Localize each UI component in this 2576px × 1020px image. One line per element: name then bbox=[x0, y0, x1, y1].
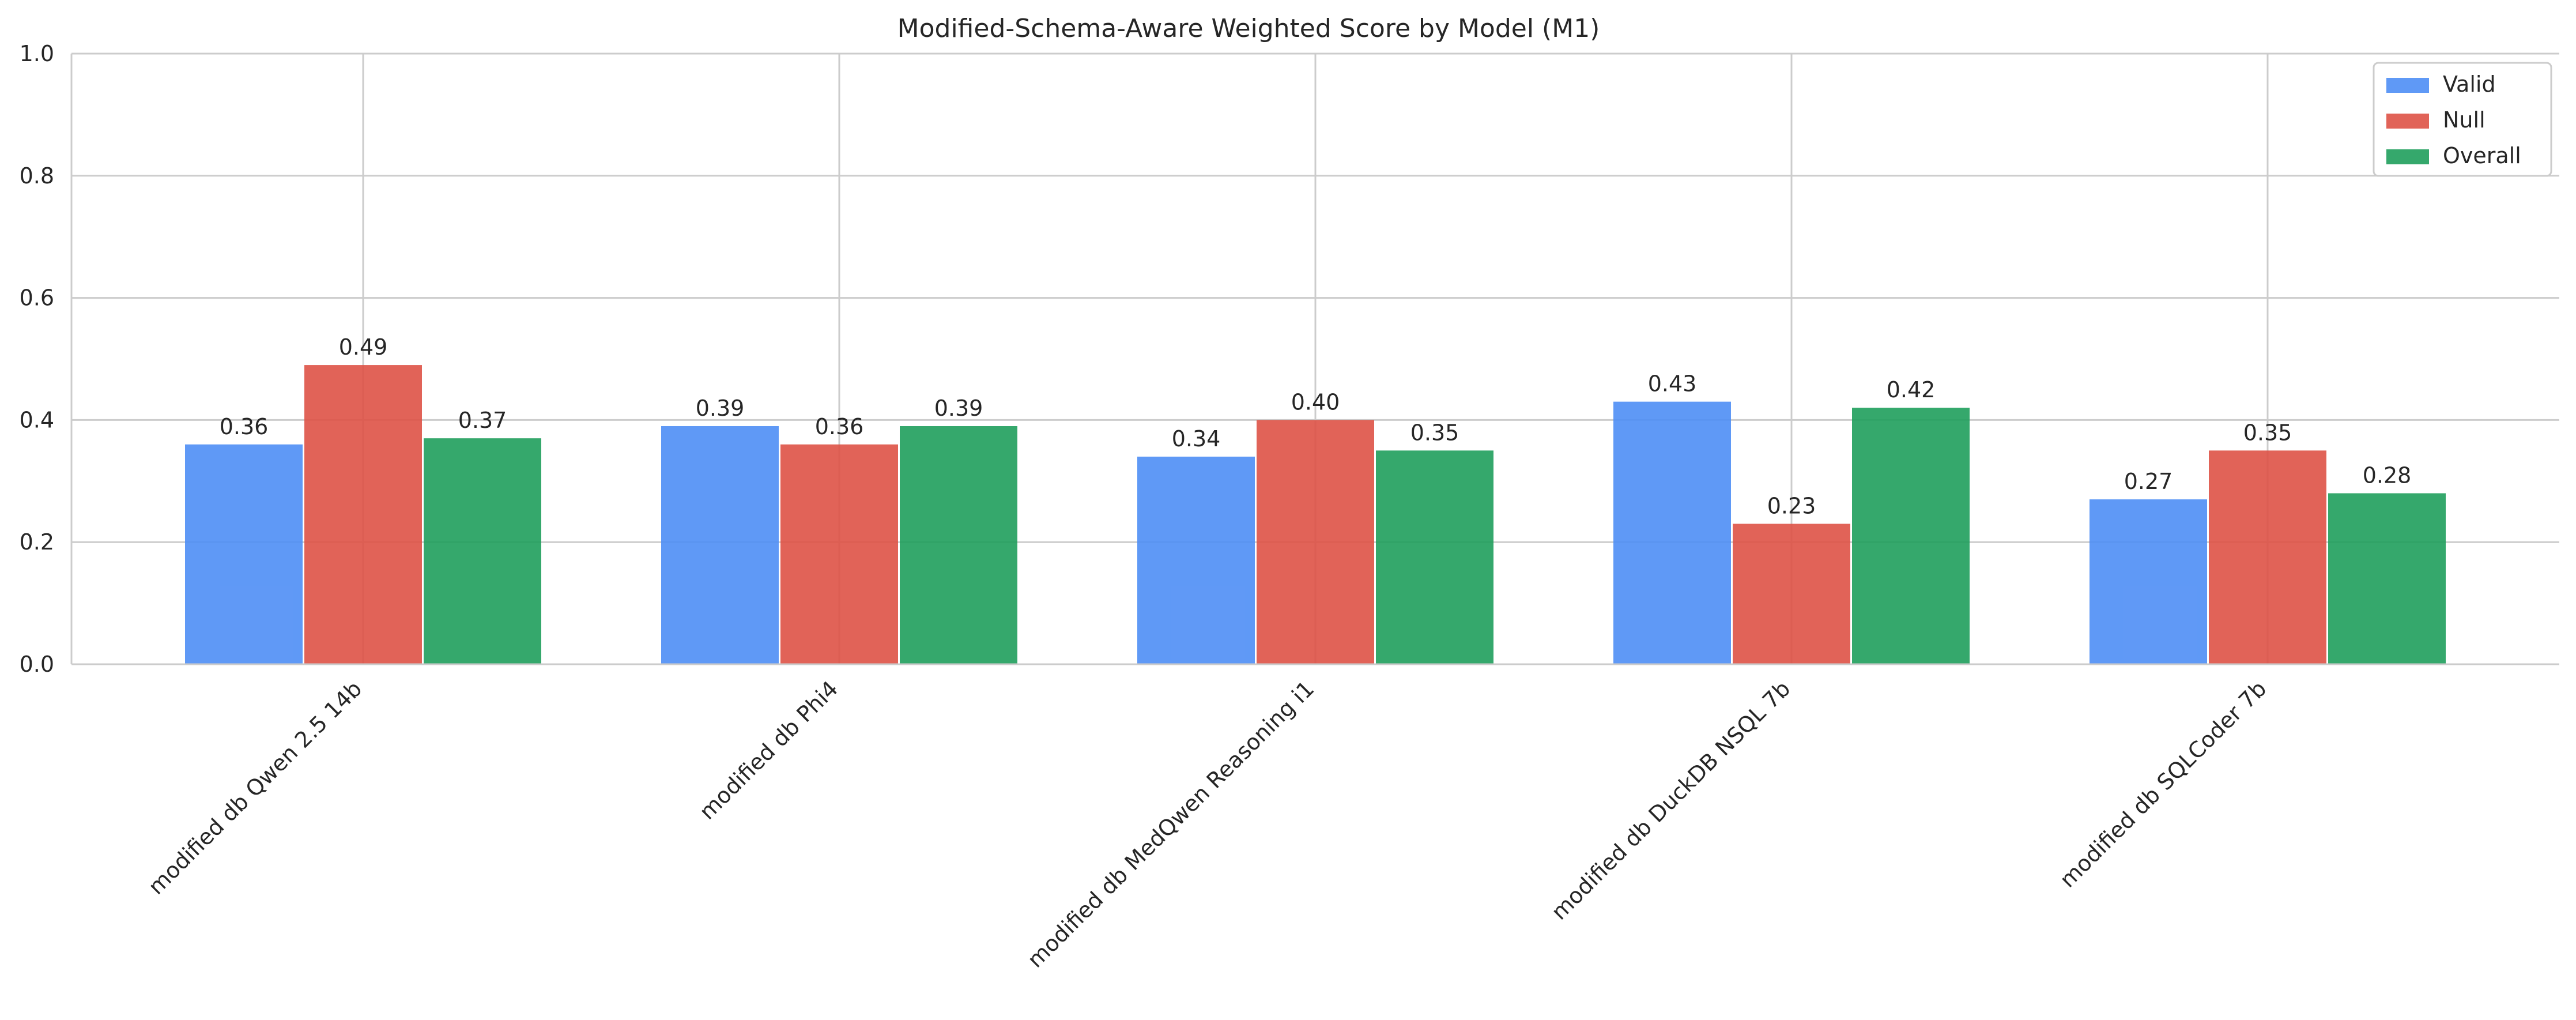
data-label: 0.39 bbox=[934, 396, 983, 421]
legend-label-null: Null bbox=[2443, 107, 2486, 133]
y-tick-label: 1.0 bbox=[20, 41, 54, 66]
x-tick-label: modified db MedQwen Reasoning i1 bbox=[1023, 676, 1319, 973]
bar-overall-4 bbox=[1852, 408, 1970, 664]
bar-overall-2 bbox=[900, 426, 1017, 664]
bar-null-4 bbox=[1733, 524, 1850, 664]
bar-overall-3 bbox=[1376, 450, 1493, 664]
y-tick-label: 0.8 bbox=[20, 163, 54, 189]
legend-swatch-null bbox=[2386, 114, 2429, 129]
bar-valid-1 bbox=[185, 444, 303, 664]
bar-valid-2 bbox=[661, 426, 779, 664]
legend-label-overall: Overall bbox=[2443, 143, 2521, 168]
data-label: 0.23 bbox=[1767, 493, 1816, 518]
data-label: 0.36 bbox=[220, 414, 269, 439]
data-label: 0.35 bbox=[1410, 420, 1459, 445]
data-label: 0.49 bbox=[339, 334, 388, 360]
y-tick-label: 0.0 bbox=[20, 652, 54, 677]
bar-overall-1 bbox=[424, 438, 541, 664]
bar-overall-5 bbox=[2328, 493, 2446, 664]
x-tick-label: modified db DuckDB NSQL 7b bbox=[1547, 676, 1796, 925]
y-tick-label: 0.2 bbox=[20, 529, 54, 555]
data-label: 0.36 bbox=[815, 414, 864, 439]
legend-swatch-overall bbox=[2386, 149, 2429, 164]
data-label: 0.28 bbox=[2363, 462, 2412, 488]
data-labels: 0.36 0.49 0.37 0.39 0.36 0.39 0.34 0.40 0.35 0.43… bbox=[220, 334, 2412, 518]
data-label: 0.35 bbox=[2243, 420, 2292, 445]
x-tick-label: modified db Phi4 bbox=[695, 676, 843, 825]
bars bbox=[185, 365, 2446, 664]
data-label: 0.39 bbox=[696, 396, 745, 421]
bar-null-2 bbox=[780, 444, 898, 664]
x-tick-label: modified db SQLCoder 7b bbox=[2055, 676, 2272, 893]
chart-title: Modified-Schema-Aware Weighted Score by … bbox=[897, 14, 1600, 43]
bar-null-1 bbox=[304, 365, 422, 664]
y-tick-label: 0.6 bbox=[20, 285, 54, 311]
legend: Valid Null Overall bbox=[2373, 62, 2552, 177]
x-tick-label: modified db Qwen 2.5 14b bbox=[144, 676, 367, 899]
data-label: 0.40 bbox=[1291, 389, 1340, 415]
bar-valid-3 bbox=[1137, 456, 1255, 664]
axes bbox=[70, 54, 2559, 665]
data-label: 0.34 bbox=[1172, 426, 1221, 451]
data-label: 0.37 bbox=[458, 408, 507, 433]
legend-swatch-valid bbox=[2386, 78, 2429, 93]
x-axis-ticks: modified db Qwen 2.5 14b modified db Phi4… bbox=[144, 676, 2272, 973]
y-tick-label: 0.4 bbox=[20, 407, 54, 432]
y-axis-ticks: 0.0 0.2 0.4 0.6 0.8 1.0 bbox=[20, 41, 54, 677]
bar-valid-4 bbox=[1613, 401, 1731, 664]
legend-label-valid: Valid bbox=[2443, 71, 2496, 97]
bar-null-3 bbox=[1257, 420, 1374, 664]
data-label: 0.43 bbox=[1648, 371, 1697, 397]
bar-null-5 bbox=[2209, 450, 2326, 664]
bar-valid-5 bbox=[2090, 499, 2207, 664]
data-label: 0.42 bbox=[1887, 377, 1936, 402]
data-label: 0.27 bbox=[2124, 469, 2173, 494]
